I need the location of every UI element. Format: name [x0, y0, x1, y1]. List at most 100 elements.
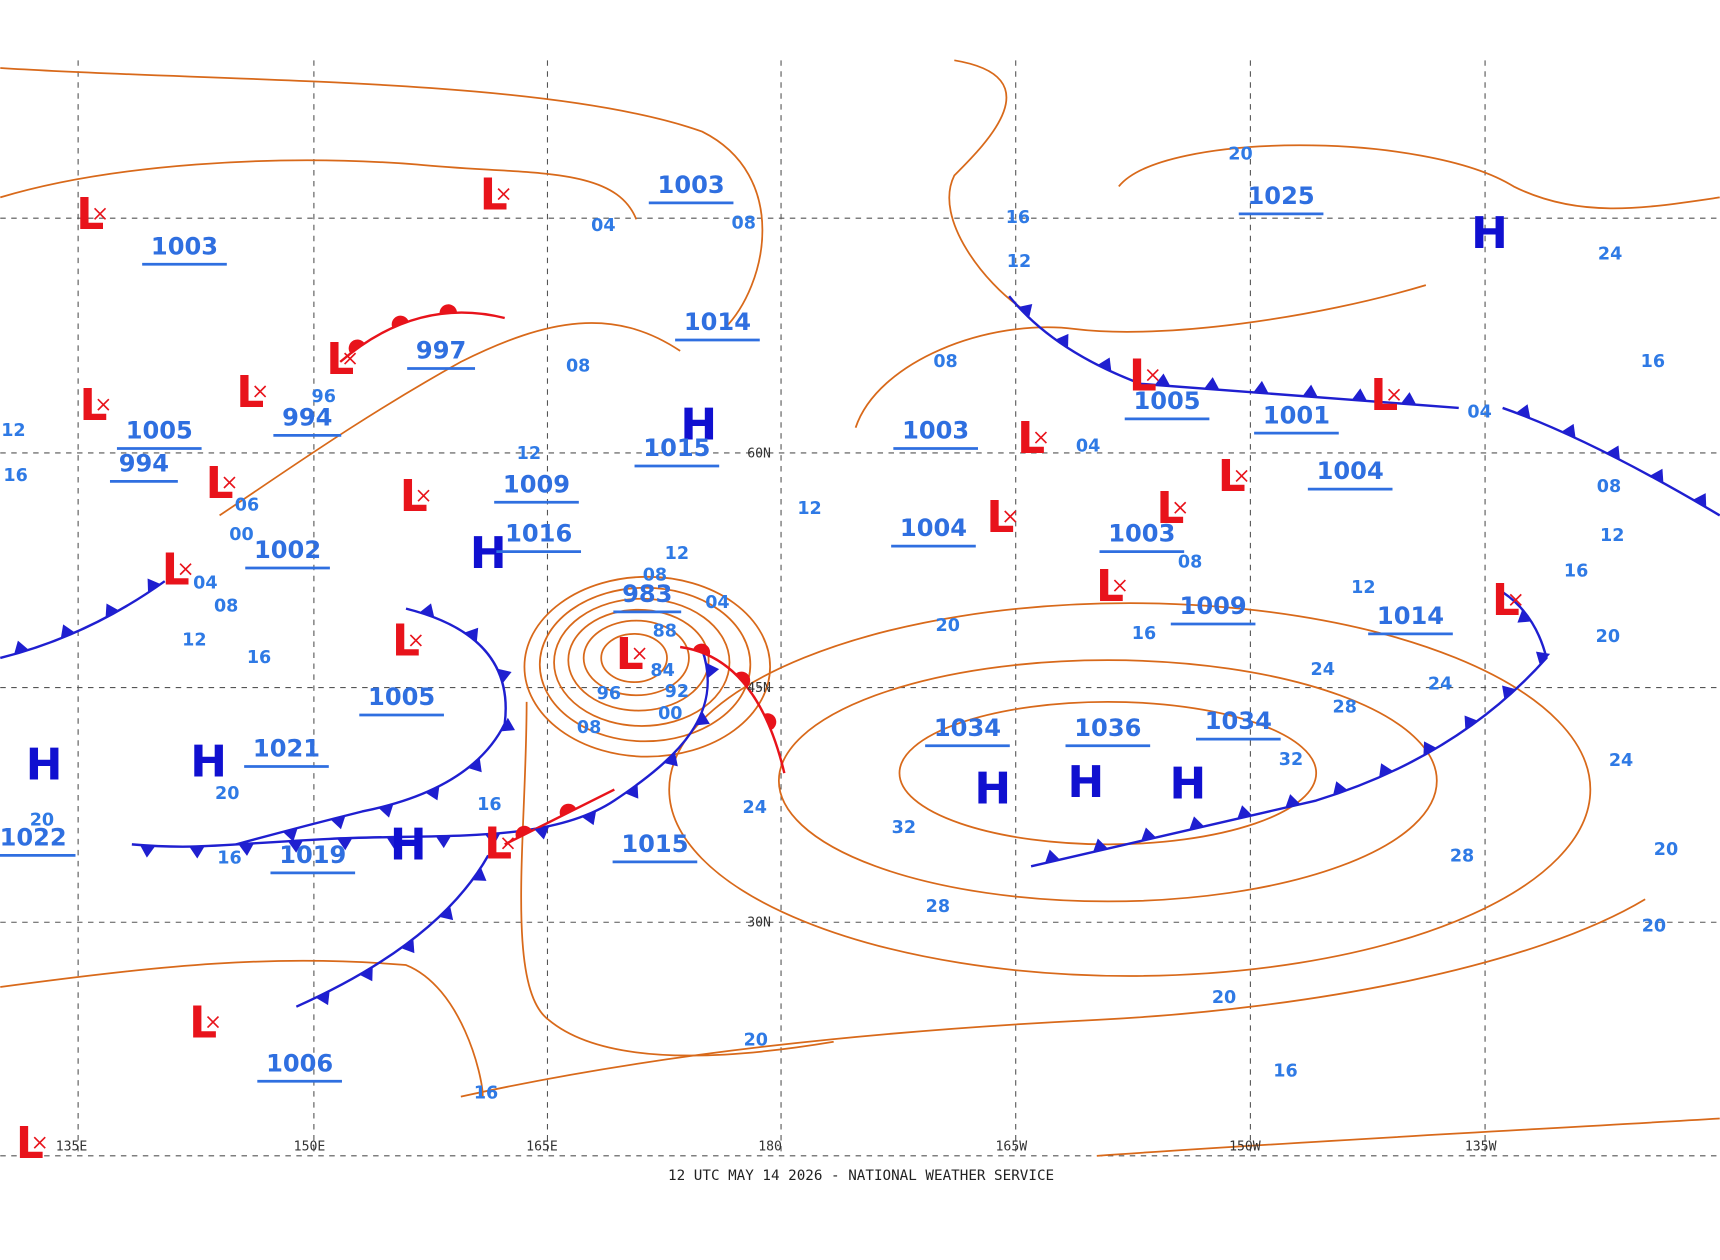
cold-front-barb — [1423, 741, 1437, 756]
isobar-label: 16 — [1273, 1061, 1297, 1081]
low-cross — [633, 647, 646, 660]
pressure-label: 994 — [282, 403, 332, 431]
cold-front-barb — [485, 833, 501, 846]
latitude-label: 30N — [747, 916, 771, 931]
pressure-label: 994 — [119, 450, 169, 478]
high-center: H — [680, 400, 717, 451]
cold-front-barb — [401, 938, 415, 954]
cold-front-barb — [1204, 377, 1220, 390]
cold-front-barb — [581, 811, 597, 826]
isobar-label: 12 — [1, 421, 25, 441]
low-cross — [1235, 469, 1248, 482]
cold-front-barb — [1253, 380, 1269, 394]
pressure-label: 1009 — [1180, 592, 1247, 620]
cold-front-barb — [1018, 303, 1033, 318]
cold-front-barb — [1400, 392, 1417, 405]
low-cross — [1387, 388, 1401, 401]
low-cross — [97, 398, 110, 411]
cold-front-barb — [1044, 849, 1060, 864]
pressure-label: 1002 — [254, 536, 321, 564]
low-cross — [1509, 593, 1522, 606]
cold-front-barb — [534, 826, 550, 840]
isobar-label: 20 — [1642, 917, 1666, 937]
isobar-label: 20 — [936, 616, 960, 636]
high-center: H — [26, 740, 63, 791]
low-cross — [33, 1136, 46, 1149]
warm-front-bump — [439, 304, 458, 314]
pressure-label: 997 — [416, 337, 466, 365]
cold-front-barb — [1154, 373, 1171, 387]
low-cross — [254, 385, 267, 398]
low-cross — [501, 837, 515, 850]
longitude-label: 150W — [1229, 1139, 1261, 1154]
isobar-label: 16 — [1564, 561, 1588, 581]
cold-front-barb — [1535, 651, 1551, 666]
cold-front-barb — [139, 845, 156, 858]
cold-front-barb — [1189, 816, 1205, 830]
high-center: H — [390, 820, 427, 871]
pressure-label: 1036 — [1074, 714, 1141, 742]
isobar-label: 20 — [744, 1031, 768, 1051]
isobar-label: 08 — [1178, 553, 1202, 573]
cold-front-barb — [425, 786, 440, 801]
pressure-label: 1015 — [643, 434, 710, 462]
longitude-label: 165E — [526, 1139, 558, 1154]
longitude-label: 150E — [294, 1139, 326, 1154]
latitude-label: 45N — [747, 681, 771, 696]
pressure-label: 1016 — [505, 520, 572, 548]
low-cross — [1146, 368, 1159, 382]
low-cross — [223, 476, 236, 489]
pressure-label: 1021 — [253, 735, 320, 763]
isobar-label: 00 — [229, 525, 253, 545]
isobar-label: 08 — [933, 352, 957, 372]
cold-front-barb — [1379, 763, 1394, 778]
cold-front-barb — [1237, 805, 1253, 819]
cold-front-barb — [497, 668, 512, 684]
cold-front-barb — [282, 827, 298, 842]
isobar-label: 12 — [182, 630, 206, 650]
cold-front-barb — [1093, 838, 1109, 853]
warm-front-bump — [515, 825, 533, 839]
cold-front-barb — [472, 867, 487, 881]
cold-front-barb — [419, 603, 435, 618]
cold-front-barb — [1141, 827, 1157, 841]
high-center: H — [1471, 208, 1508, 259]
isobar-label: 88 — [653, 622, 677, 642]
cold-front-barb — [706, 662, 720, 679]
isobar-label: 16 — [1132, 624, 1156, 644]
pressure-label: 1005 — [126, 417, 193, 445]
isobar-label: 16 — [1641, 352, 1665, 372]
pressure-label: 1003 — [658, 171, 725, 199]
cold-front-barb — [1055, 333, 1069, 349]
isobar-label: 04 — [1076, 436, 1100, 456]
cold-front-barb — [1649, 468, 1664, 484]
isobar-label: 20 — [1654, 840, 1678, 860]
cold-front-barb — [105, 603, 120, 618]
cold-front-barb — [60, 624, 75, 639]
warm-front-bump — [693, 643, 711, 656]
isobar-label: 04 — [705, 593, 729, 613]
longitude-label: 135W — [1465, 1139, 1497, 1154]
high-center: H — [190, 736, 227, 787]
isobar-label: 92 — [665, 682, 689, 702]
cold-front-barb — [1516, 404, 1531, 419]
cold-front-barb — [238, 843, 254, 856]
high-center: H — [1170, 758, 1207, 809]
isobar-label: 24 — [1598, 244, 1622, 264]
isobar-label: 06 — [235, 496, 259, 516]
isobar-label: 16 — [217, 849, 241, 869]
cold-front-barb — [1351, 388, 1368, 401]
cold-front-barb — [1517, 609, 1532, 623]
pressure-label: 1022 — [0, 823, 67, 851]
low-cross — [1113, 579, 1126, 592]
isobar-label: 96 — [312, 387, 336, 407]
cold-front-barb — [359, 966, 373, 982]
warm-front-bump — [391, 315, 409, 328]
low-cross — [409, 634, 422, 647]
warm-front-bump — [559, 803, 577, 817]
cold-front-barb — [1097, 357, 1112, 372]
isobar-label: 08 — [566, 356, 590, 376]
isobar-label: 24 — [1428, 674, 1452, 694]
low-cross — [93, 207, 107, 220]
